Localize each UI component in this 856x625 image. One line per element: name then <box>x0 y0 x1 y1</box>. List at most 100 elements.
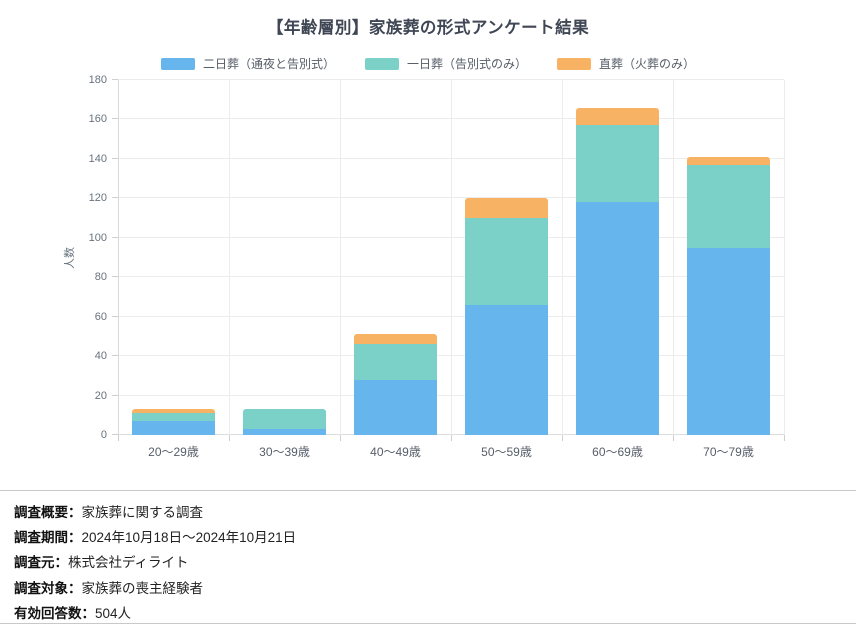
bar-column-30～39歳 <box>229 80 340 435</box>
y-axis-line <box>118 80 119 435</box>
y-tick-mark <box>112 355 118 357</box>
footer-label: 調査対象： <box>14 580 82 596</box>
legend-label: 直葬（火葬のみ） <box>599 57 696 71</box>
x-tick-mark <box>118 435 119 441</box>
x-tick-mark <box>673 435 674 441</box>
v-gridline <box>229 80 230 435</box>
bar-segment-二日葬（通夜と告別式） <box>132 421 215 435</box>
bar-column-40～49歳 <box>340 80 451 435</box>
legend-color-swatch <box>557 57 591 70</box>
stacked-bar <box>687 80 770 435</box>
footer-row-source: 調査元：株式会社ディライト <box>14 550 842 575</box>
footer-value: 2024年10月18日～2024年10月21日 <box>81 530 297 546</box>
bar-segment-二日葬（通夜と告別式） <box>465 304 548 435</box>
x-category-label: 60～69歳 <box>592 445 643 459</box>
y-tick-label: 160 <box>88 113 107 126</box>
legend-color-swatch <box>364 57 399 70</box>
stacked-bar <box>465 80 548 435</box>
bar-segment-直葬（火葬のみ） <box>354 334 437 345</box>
x-category-label: 40～49歳 <box>370 445 421 459</box>
bar-column-70～79歳 <box>673 80 784 435</box>
y-tick-label: 180 <box>88 74 107 86</box>
stacked-bar <box>576 80 659 435</box>
footer-label: 有効回答数： <box>14 605 95 621</box>
y-tick-mark <box>112 394 118 396</box>
y-tick-mark <box>112 434 118 435</box>
y-tick-mark <box>112 118 118 120</box>
footer-value: 504人 <box>95 605 132 621</box>
footer-row-overview: 調査概要：家族葬に関する調査 <box>14 500 842 525</box>
bar-segment-直葬（火葬のみ） <box>576 107 659 126</box>
bar-segment-一日葬（告別式のみ） <box>243 409 326 430</box>
x-axis-category-labels: 20～29歳 30～39歳 40～49歳 50～59歳 60～69歳 70～79歳 <box>118 443 784 460</box>
x-tick-mark <box>340 435 341 441</box>
stacked-bar <box>354 80 437 435</box>
footer-row-valid-responses: 有効回答数：504人 <box>14 601 842 625</box>
v-gridline <box>340 80 341 435</box>
legend-item-二日葬（通夜と告別式）[interactable]: 二日葬（通夜と告別式） <box>160 55 335 72</box>
y-tick-label: 60 <box>94 310 107 323</box>
chart-title: 【年齢層別】家族葬の形式アンケート結果 <box>266 19 590 37</box>
v-gridline <box>673 80 674 435</box>
x-category-label: 20～29歳 <box>148 445 199 459</box>
stacked-bar <box>243 80 326 435</box>
bar-segment-直葬（火葬のみ） <box>132 409 215 414</box>
legend-color-swatch <box>160 57 195 70</box>
footer-label: 調査期間： <box>14 530 82 546</box>
bar-columns <box>118 80 784 435</box>
x-tick-mark <box>784 435 785 441</box>
x-category-label: 50～59歳 <box>481 445 532 459</box>
x-category-label: 30～39歳 <box>259 445 310 459</box>
y-tick-label: 140 <box>88 152 107 165</box>
bar-column-20～29歳 <box>118 80 229 435</box>
bar-segment-二日葬（通夜と告別式） <box>576 202 659 435</box>
footer-row-period: 調査期間：2024年10月18日～2024年10月21日 <box>14 525 842 550</box>
y-tick-mark <box>112 197 118 199</box>
bar-segment-二日葬（通夜と告別式） <box>687 247 770 435</box>
v-gridline <box>451 80 452 435</box>
bar-segment-一日葬（告別式のみ） <box>687 164 770 248</box>
x-tick-mark <box>562 435 563 441</box>
legend-label: 二日葬（通夜と告別式） <box>202 57 335 71</box>
v-gridline <box>784 80 785 435</box>
plot-area: 0 20 40 60 80 100 120 140 160 180 <box>89 74 785 441</box>
legend-item-一日葬（告別式のみ）[interactable]: 一日葬（告別式のみ） <box>364 55 527 72</box>
bar-segment-直葬（火葬のみ） <box>465 198 548 219</box>
y-tick-mark <box>112 315 118 317</box>
y-tick-label: 20 <box>94 389 107 402</box>
y-tick-label: 40 <box>94 350 107 363</box>
bar-segment-一日葬（告別式のみ） <box>576 125 659 203</box>
bar-segment-二日葬（通夜と告別式） <box>354 379 437 435</box>
bar-segment-直葬（火葬のみ） <box>687 156 770 165</box>
y-axis-title: 人数 <box>64 247 76 269</box>
y-tick-mark <box>112 236 118 238</box>
legend-label: 一日葬（告別式のみ） <box>406 57 527 71</box>
y-tick-label: 100 <box>88 231 107 244</box>
footer-row-target: 調査対象：家族葬の喪主経験者 <box>14 576 842 601</box>
x-tick-mark <box>451 435 452 441</box>
footer-value: 株式会社ディライト <box>68 555 189 571</box>
bar-segment-一日葬（告別式のみ） <box>354 344 437 380</box>
v-gridline <box>562 80 563 435</box>
bar-segment-二日葬（通夜と告別式） <box>243 429 326 435</box>
x-category-label: 70～79歳 <box>703 445 754 459</box>
bar-segment-一日葬（告別式のみ） <box>465 218 548 305</box>
bar-column-50～59歳 <box>451 80 562 435</box>
x-tick-mark <box>229 435 230 441</box>
bar-column-60～69歳 <box>562 80 673 435</box>
y-tick-label: 0 <box>100 429 107 441</box>
h-gridline <box>118 79 784 80</box>
bar-segment-一日葬（告別式のみ） <box>132 413 215 422</box>
stacked-bar <box>132 80 215 435</box>
chart-legend: 二日葬（通夜と告別式） 一日葬（告別式のみ） 直葬（火葬のみ） <box>0 55 856 72</box>
y-tick-mark <box>112 157 118 159</box>
footer-value: 家族葬の喪主経験者 <box>81 580 204 596</box>
y-tick-label: 120 <box>88 192 107 205</box>
footer-label: 調査概要： <box>14 505 82 520</box>
y-tick-label: 80 <box>94 271 107 284</box>
y-tick-mark <box>112 79 118 80</box>
legend-item-直葬（火葬のみ）[interactable]: 直葬（火葬のみ） <box>557 55 695 72</box>
y-tick-mark <box>112 276 118 278</box>
footer-label: 調査元： <box>14 555 68 571</box>
